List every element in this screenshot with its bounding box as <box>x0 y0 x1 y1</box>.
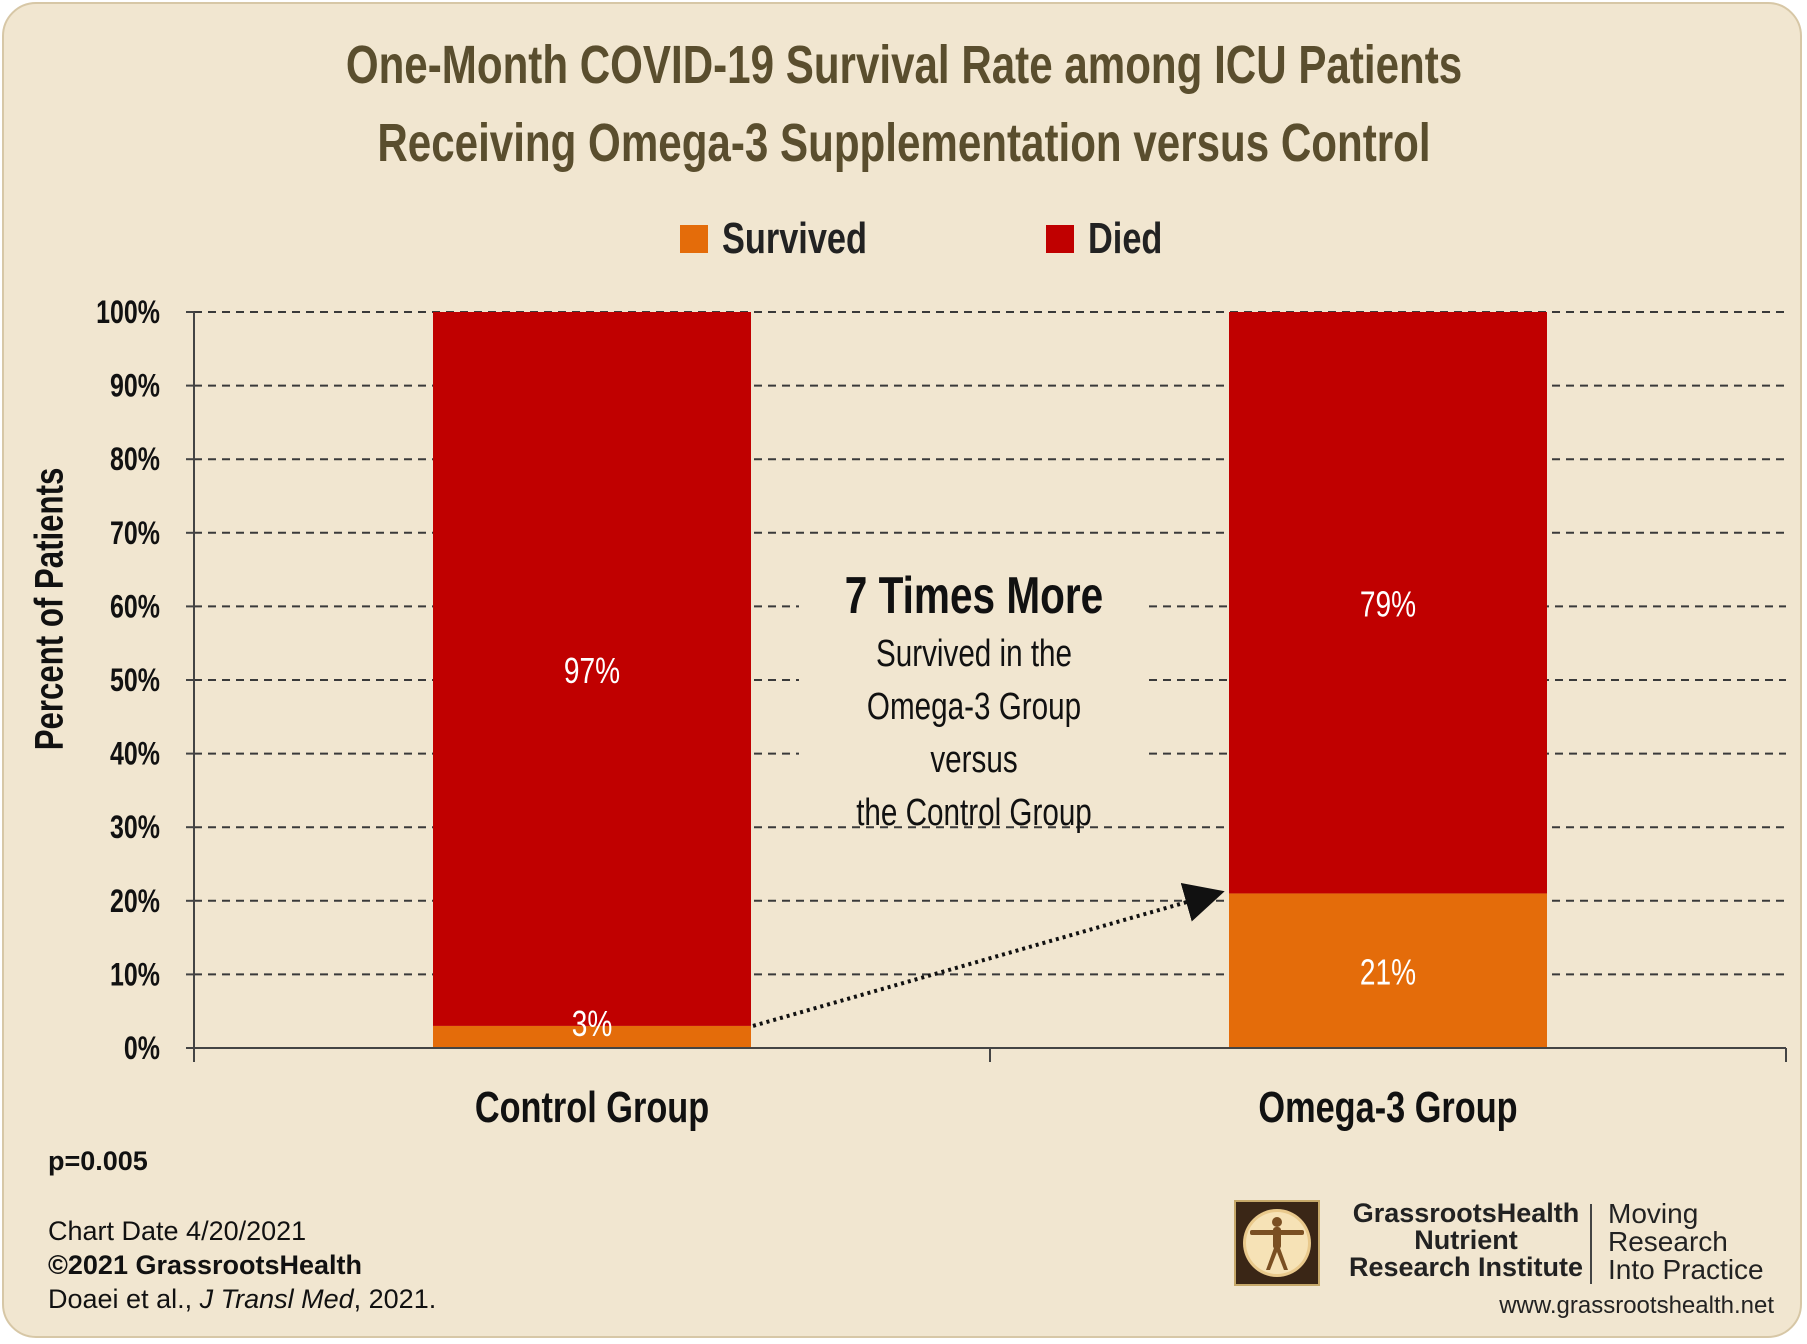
y-tick-label-10: 10% <box>110 958 160 994</box>
chart-date: Chart Date 4/20/2021 <box>48 1216 307 1246</box>
org-line-3: Research Institute <box>1348 1252 1584 1282</box>
y-axis-title: Percent of Patients <box>20 464 80 754</box>
org-line-1: GrassrootsHealth <box>1352 1198 1580 1228</box>
y-tick-label-20: 20% <box>110 884 160 920</box>
copyright: ©2021 GrassrootsHealth <box>48 1250 363 1280</box>
y-tick-label-60: 60% <box>110 590 160 626</box>
citation-authors: Doaei et al., <box>48 1284 200 1314</box>
org-name: GrassrootsHealth Nutrient Research Insti… <box>1336 1200 1596 1281</box>
legend-label-died: Died <box>1088 214 1163 263</box>
data-label-survived-0: 3% <box>572 1004 613 1044</box>
legend: Survived Died <box>4 214 1800 274</box>
y-tick-label-40: 40% <box>110 737 160 773</box>
legend-item-died: Died <box>1046 214 1183 264</box>
chart-title: One-Month COVID-19 Survival Rate among I… <box>345 35 1463 173</box>
y-tick-label-50: 50% <box>110 663 160 699</box>
legend-item-survived: Survived <box>680 214 908 264</box>
legend-swatch-survived <box>680 225 708 253</box>
y-tick-label-0: 0% <box>124 1031 160 1067</box>
legend-swatch-died <box>1046 225 1074 253</box>
bar-survived-1 <box>1229 893 1547 1048</box>
annotation-arrow <box>752 882 1225 1028</box>
y-tick-label-70: 70% <box>110 516 160 552</box>
chart-plot: 10% 20% 30% 40% 50% 60% 70% 80% 90% 100% 0% 3% 97% Co… <box>96 295 1787 1132</box>
y-tick-label-80: 80% <box>110 442 160 478</box>
bar-survived-0 <box>433 1025 751 1048</box>
bar-died-1 <box>1229 312 1547 894</box>
citation-year: , 2021. <box>353 1284 437 1314</box>
y-tick-label-100: 100% <box>96 295 160 331</box>
motto-line-1: Moving <box>1608 1198 1699 1229</box>
y-tick-label-30: 30% <box>110 810 160 846</box>
org-line-2: Nutrient <box>1414 1225 1518 1255</box>
annotation-body: Survived in the Omega-3 Group versus the… <box>856 633 1092 834</box>
vitruvian-man-icon <box>1243 1209 1311 1277</box>
annotation-headline: 7 Times More <box>844 567 1104 625</box>
legend-label-survived: Survived <box>722 214 867 263</box>
y-axis-title-text: Percent of Patients <box>27 467 72 751</box>
x-tick-label-0: Control Group <box>475 1083 709 1132</box>
brand-divider <box>1590 1204 1592 1284</box>
vitruvian-logo <box>1234 1200 1320 1286</box>
data-label-died-1: 79% <box>1360 584 1416 624</box>
y-tick-label-90: 90% <box>110 369 160 405</box>
motto-line-2: Research <box>1608 1226 1728 1257</box>
website-link[interactable]: www.grassrootshealth.net <box>1499 1292 1774 1319</box>
x-tick-label-1: Omega-3 Group <box>1258 1083 1517 1132</box>
data-label-died-0: 97% <box>564 651 620 691</box>
citation-journal: J Transl Med <box>199 1284 354 1314</box>
p-value: p=0.005 <box>48 1146 148 1176</box>
motto: Moving Research Into Practice <box>1608 1200 1798 1284</box>
citation: Doaei et al., J Transl Med, 2021. <box>48 1284 436 1315</box>
motto-line-3: Into Practice <box>1608 1254 1764 1285</box>
bar-died-0 <box>433 312 751 1026</box>
data-label-survived-1: 21% <box>1360 952 1416 992</box>
annotation: 7 Times More Survived in the Omega-3 Gro… <box>794 564 1154 840</box>
